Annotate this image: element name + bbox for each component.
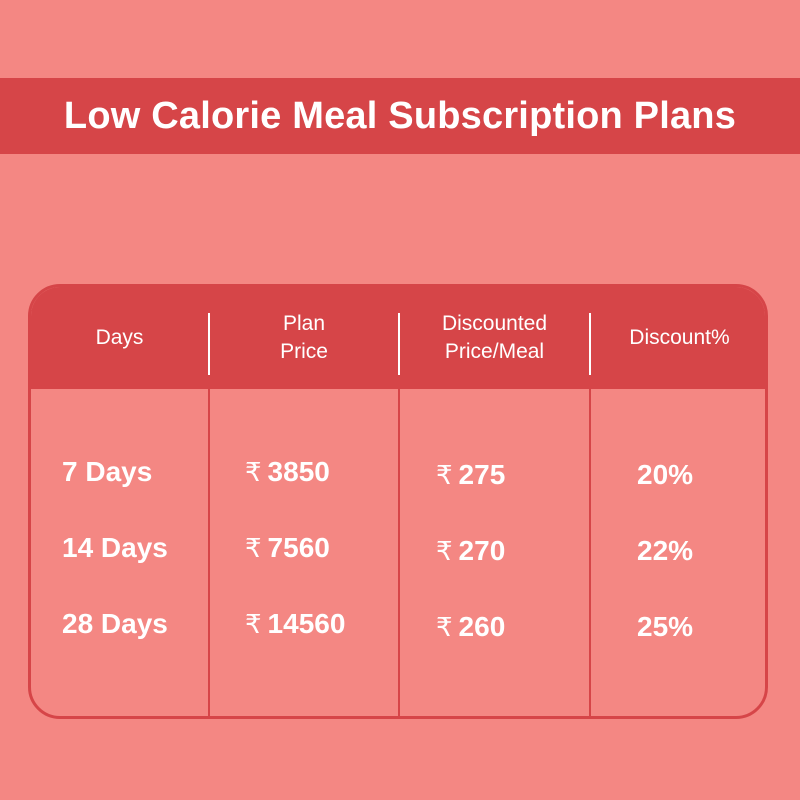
cell-plan-price: ₹3850: [245, 456, 330, 487]
cell-days: 14 Days: [62, 532, 168, 563]
cell-price-per-meal: ₹275: [436, 459, 506, 490]
column-divider: [398, 389, 400, 716]
header-divider: [208, 313, 210, 375]
cell-discount: 22%: [637, 535, 694, 566]
rupee-symbol: ₹: [436, 612, 453, 642]
title-banner: Low Calorie Meal Subscription Plans: [0, 78, 800, 154]
cell-plan-price: ₹7560: [245, 532, 330, 563]
cell-discount: 20%: [637, 459, 694, 490]
column-divider: [208, 389, 210, 716]
rupee-symbol: ₹: [245, 609, 262, 639]
rupee-symbol: ₹: [436, 460, 453, 490]
header-divider: [589, 313, 591, 375]
rupee-symbol: ₹: [245, 533, 262, 563]
header-divider: [398, 313, 400, 375]
cell-price-per-meal: ₹270: [436, 535, 506, 566]
cell-plan-price: ₹14560: [245, 608, 346, 639]
cell-days: 7 Days: [62, 456, 153, 487]
rupee-symbol: ₹: [245, 457, 262, 487]
cell-days: 28 Days: [62, 608, 168, 639]
rupee-symbol: ₹: [436, 536, 453, 566]
page-title: Low Calorie Meal Subscription Plans: [63, 94, 737, 137]
header-discount-percent: Discount%: [629, 326, 730, 349]
cell-price-per-meal: ₹260: [436, 611, 506, 642]
subscription-table: Days Plan Price Discounted Price/Meal Disc…: [28, 284, 768, 719]
header-discounted-price: Discounted Price/Meal: [441, 312, 548, 363]
column-divider: [589, 389, 591, 716]
header-days: Days: [95, 326, 144, 349]
cell-discount: 25%: [637, 611, 694, 642]
header-plan-price: Plan Price: [280, 312, 328, 363]
